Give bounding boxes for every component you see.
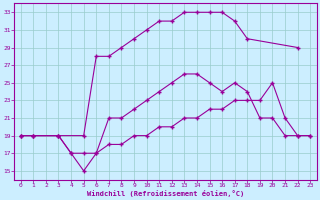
X-axis label: Windchill (Refroidissement éolien,°C): Windchill (Refroidissement éolien,°C) bbox=[87, 190, 244, 197]
